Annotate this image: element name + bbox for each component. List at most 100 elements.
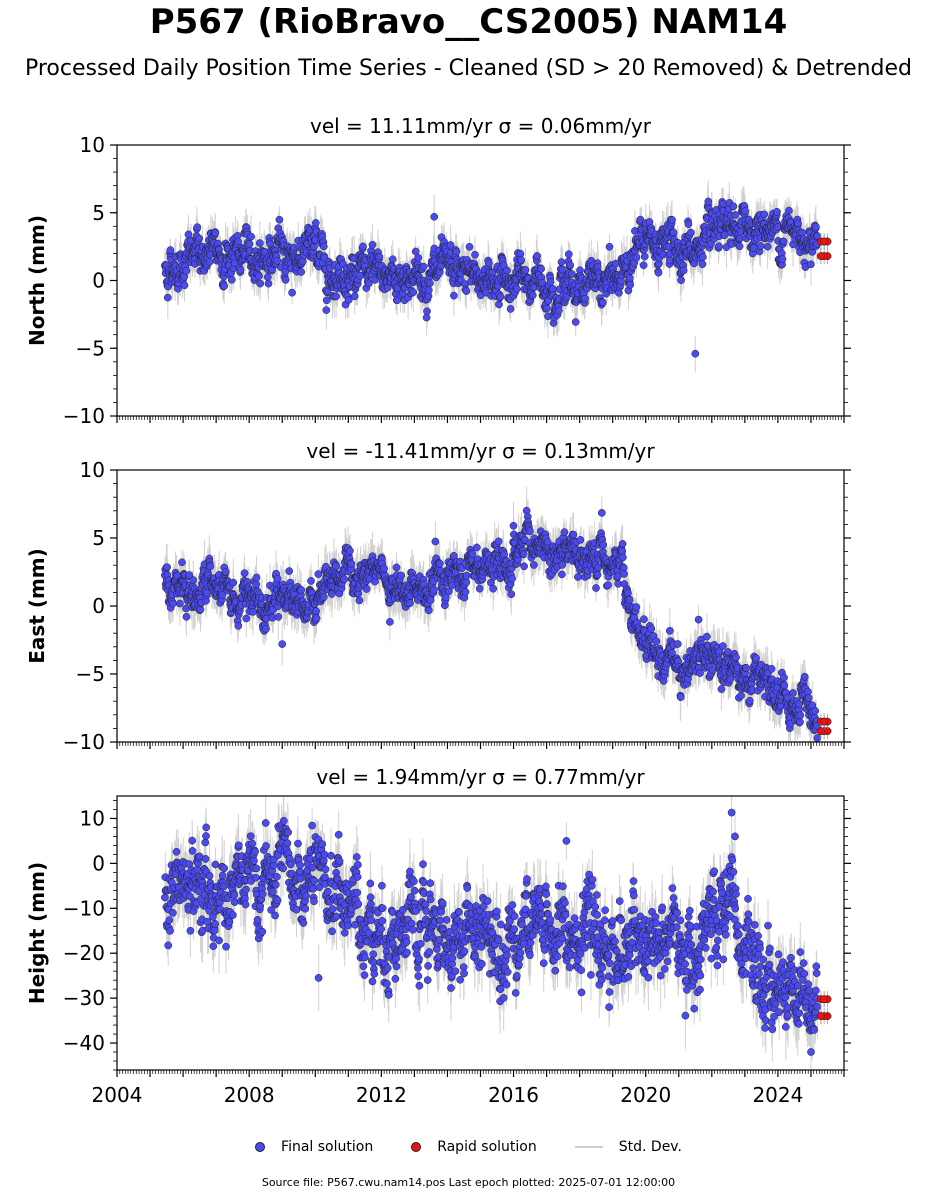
final-point [366,893,375,902]
final-point [335,857,344,865]
final-point [318,840,327,849]
y-axis-label: North (mm) [25,215,49,346]
final-point [189,576,198,585]
final-point [520,562,528,571]
final-point [409,288,418,297]
final-point [319,242,328,251]
final-point [286,860,295,869]
final-point [334,830,343,839]
final-point [446,241,455,249]
final-point [302,891,310,900]
final-point [426,596,435,604]
final-point [763,242,772,251]
final-point [620,570,628,578]
final-point [508,574,516,583]
final-point [258,927,267,936]
panel-1: −10 −5 0 5 10 vel = -11.41mm/yr σ = 0.13mm/yr… [25,439,851,754]
rapid-point [820,237,829,246]
final-point [506,305,515,313]
final-point [800,672,809,681]
final-point [355,596,364,605]
final-point [246,832,255,841]
final-point [597,509,606,517]
final-point [698,260,707,269]
final-point [273,574,282,583]
final-point [383,979,391,988]
final-point [599,541,608,549]
rapid-point [817,252,825,260]
final-point [696,669,704,677]
final-point [359,242,367,251]
final-point [785,206,793,215]
final-point [626,280,635,289]
final-point [284,828,292,837]
final-point [392,954,400,963]
final-point [699,253,707,261]
final-point [234,841,243,850]
final-point [354,860,362,869]
final-point [240,569,249,578]
final-point [652,637,661,646]
final-point [296,861,304,870]
final-point [737,691,745,700]
final-point [210,926,219,935]
final-point [242,614,251,623]
panel-title: vel = 11.11mm/yr σ = 0.06mm/yr [310,114,652,138]
final-point [312,607,320,616]
final-point [507,590,516,599]
y-tick-label: −5 [76,662,105,686]
final-point [340,575,348,584]
final-point [669,228,678,237]
final-point [503,266,511,275]
final-point [166,927,174,935]
y-tick-label: 10 [80,133,105,157]
final-point [332,912,341,921]
final-point [206,562,215,571]
final-point [543,304,551,313]
final-point [406,867,414,876]
final-point [647,624,656,633]
final-point [462,578,471,587]
panel-0: −10 −5 0 5 10 vel = 11.11mm/yr σ = 0.06mm/yr N… [25,114,851,428]
final-point [558,570,566,579]
final-point [242,885,250,894]
final-point [691,349,700,358]
final-point [380,564,388,573]
final-point [368,977,377,986]
final-point [375,252,384,261]
final-point [402,938,411,946]
final-point [278,640,287,648]
final-point [252,580,261,589]
final-point [360,953,369,962]
final-point [767,664,776,673]
final-point [292,905,301,914]
final-point [581,294,589,303]
final-point [350,292,359,301]
final-point [188,847,197,855]
final-point [188,836,197,845]
final-point [756,242,765,250]
final-point [509,521,518,530]
final-point [811,707,820,715]
final-point [604,581,612,590]
final-point [165,916,174,924]
final-point [369,958,378,967]
final-point [796,718,804,726]
final-point [220,282,229,290]
final-point [182,266,191,275]
final-point [780,673,788,682]
final-point [219,882,228,891]
final-point [431,537,440,546]
final-point [640,615,648,624]
y-tick-label: 0 [92,594,105,618]
final-point [175,599,184,608]
final-point [625,596,634,604]
final-point [352,853,361,861]
final-point [465,242,474,251]
final-point [605,242,614,251]
final-point [258,890,267,898]
final-point [426,279,434,288]
final-point [414,253,423,262]
final-point [370,970,379,978]
final-point [262,624,270,633]
